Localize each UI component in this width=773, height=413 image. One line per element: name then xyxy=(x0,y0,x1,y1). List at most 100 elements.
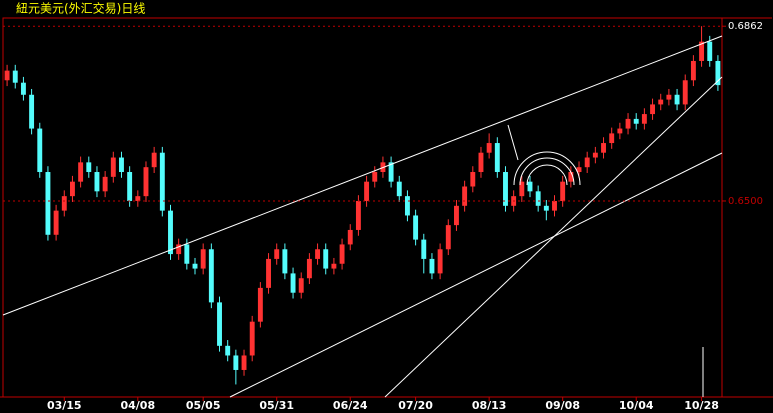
candle-body xyxy=(568,172,574,182)
candle-body xyxy=(421,239,427,259)
candle-body xyxy=(37,128,43,173)
candle-body xyxy=(119,157,124,173)
candle-body xyxy=(20,82,26,95)
candle-body xyxy=(225,345,231,356)
candle-body xyxy=(437,249,443,274)
candle-body xyxy=(355,200,361,230)
candle-body xyxy=(388,162,394,182)
candles xyxy=(4,26,721,385)
candle-body xyxy=(298,278,304,293)
candle-body xyxy=(478,152,484,173)
x-tick-label: 05/31 xyxy=(259,399,294,412)
candle-body xyxy=(543,205,549,211)
candle-body xyxy=(413,215,419,240)
x-tick-label: 03/15 xyxy=(47,399,82,412)
annotations xyxy=(2,35,723,398)
arc xyxy=(513,151,581,186)
candle-body xyxy=(323,249,329,269)
x-tick-label: 06/24 xyxy=(333,399,368,412)
candle-body xyxy=(650,104,656,115)
candle-body xyxy=(86,162,92,173)
candle-body xyxy=(715,60,721,86)
candle-body xyxy=(690,60,696,81)
x-tick-label: 10/04 xyxy=(619,399,654,412)
candle-body xyxy=(127,172,133,201)
y-tick-label: 0.6862 xyxy=(728,21,763,32)
x-tick-label: 04/08 xyxy=(120,399,155,412)
candle-body xyxy=(176,244,182,255)
candle-body xyxy=(290,273,296,293)
candle-body xyxy=(494,143,500,173)
candle-body xyxy=(486,143,492,153)
arc xyxy=(519,157,575,186)
candle-body xyxy=(53,210,59,235)
candle-body xyxy=(682,80,688,105)
candle-body xyxy=(552,200,557,211)
candle-body xyxy=(625,118,631,129)
candle-body xyxy=(69,181,75,197)
candle-body xyxy=(633,118,639,124)
candle-body xyxy=(200,249,206,269)
candle-body xyxy=(12,70,18,83)
candle-body xyxy=(666,94,672,100)
candle-body xyxy=(519,181,525,197)
candle-body xyxy=(462,186,468,206)
candle-body xyxy=(168,210,173,255)
candle-body xyxy=(617,128,623,134)
candle-body xyxy=(347,229,353,245)
candle-body xyxy=(274,249,280,259)
candle-body xyxy=(4,70,10,81)
y-tick-label: 0.6500 xyxy=(728,196,763,207)
candle-body xyxy=(445,225,451,250)
candle-body xyxy=(29,94,35,129)
candle-body xyxy=(233,355,239,370)
candle-body xyxy=(217,302,222,346)
candle-body xyxy=(527,181,533,192)
candle-body xyxy=(102,176,108,192)
candle-body xyxy=(151,152,157,168)
candle-body xyxy=(429,258,435,274)
candle-body xyxy=(45,172,51,235)
candle-body xyxy=(372,172,378,182)
candle-body xyxy=(78,162,84,182)
candle-body xyxy=(470,172,476,187)
candle-body xyxy=(339,244,345,264)
candle-body xyxy=(241,355,247,370)
candle-body xyxy=(159,152,165,211)
candle-body xyxy=(331,263,337,269)
candle-body xyxy=(592,152,598,158)
candle-body xyxy=(699,41,705,61)
candle-body xyxy=(257,287,263,322)
candle-body xyxy=(364,181,370,201)
candle-body xyxy=(658,99,664,105)
candle-body xyxy=(110,157,116,177)
trend-line xyxy=(229,152,723,398)
candle-body xyxy=(61,196,67,211)
candle-body xyxy=(184,244,190,264)
trend-line xyxy=(2,35,723,316)
x-tick-label: 07/20 xyxy=(398,399,433,412)
candle-body xyxy=(135,196,141,201)
x-tick-label: 08/13 xyxy=(472,399,507,412)
candle-body xyxy=(396,181,402,197)
x-tick-label: 09/08 xyxy=(545,399,580,412)
candle-body xyxy=(249,321,255,356)
candle-body xyxy=(208,249,214,303)
candle-body xyxy=(535,191,541,206)
x-tick-label: 05/05 xyxy=(186,399,221,412)
candle-body xyxy=(601,143,606,153)
candle-body xyxy=(609,133,615,144)
candle-body xyxy=(192,263,198,269)
trend-line xyxy=(384,76,723,398)
candle-body xyxy=(576,167,582,173)
candle-body xyxy=(282,249,288,274)
candle-body xyxy=(454,205,459,226)
candle-body xyxy=(143,167,149,197)
candle-body xyxy=(404,196,410,216)
candle-body xyxy=(560,181,566,201)
candle-body xyxy=(503,172,508,206)
candle-body xyxy=(674,94,680,105)
trend-line xyxy=(507,124,519,161)
